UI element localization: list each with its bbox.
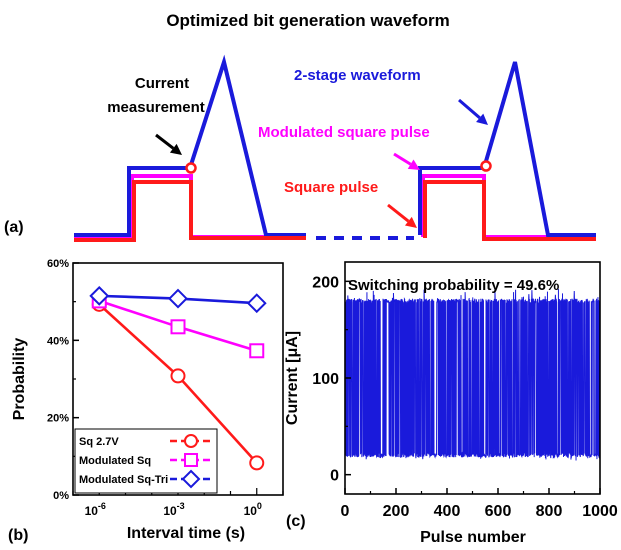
b-ytick-label-3: 60%	[47, 258, 69, 270]
arrow-current-measurement-shaft	[155, 133, 175, 150]
figure-title: Optimized bit generation waveform	[166, 11, 449, 30]
b-point-1-2	[249, 343, 265, 359]
panel-label-c: (c)	[286, 513, 306, 530]
b-ytick-label-1: 20%	[47, 413, 69, 425]
b-legend-marker-2	[181, 469, 201, 489]
b-xtick-label-1: 10-3	[163, 501, 184, 518]
panel-c: 0 100 200 0 200 400 600 800 1000 Switching proba…	[284, 261, 618, 546]
c-xtick-label-3: 600	[485, 503, 512, 520]
panel-c-ylabel: Current [μA]	[284, 331, 301, 425]
arrow-two-stage	[458, 98, 488, 125]
panel-c-trace	[345, 288, 600, 461]
arrow-modulated	[393, 152, 420, 170]
arrow-square-shaft	[387, 203, 410, 223]
arrow-two-stage-head	[476, 113, 488, 125]
b-point-1-1	[170, 319, 186, 335]
panel-a-waveforms	[74, 54, 596, 242]
annotation-square: Square pulse	[284, 179, 378, 196]
b-point-2-2	[246, 293, 267, 314]
b-xtick-label-2: 100	[244, 501, 262, 518]
wave-square	[74, 180, 596, 242]
annotation-modulated: Modulated square pulse	[258, 124, 430, 141]
b-point-0-1	[170, 368, 186, 384]
b-legend-label-2: Modulated Sq-Tri	[79, 474, 168, 486]
b-point-2-1	[168, 288, 188, 309]
c-xtick-label-5: 1000	[582, 503, 618, 520]
b-point-2-0	[89, 285, 110, 306]
arrow-current-measurement-head	[169, 143, 182, 155]
annotation-current-line1: Current	[135, 75, 189, 92]
measurement-point-1	[185, 162, 197, 174]
panel-a-arrows	[155, 98, 488, 228]
panel-b-legend: Sq 2.7V Modulated Sq Modulated Sq-Tri	[74, 428, 218, 494]
annotation-current-line2: measurement	[107, 99, 205, 116]
panel-b-xlabel: Interval time (s)	[127, 525, 245, 542]
c-ytick-label-2: 200	[312, 274, 339, 291]
panel-c-xlabel: Pulse number	[420, 529, 526, 546]
panel-a: Current measurement 2-stage waveform Mod…	[4, 54, 596, 242]
panel-label-a: (a)	[4, 219, 24, 236]
arrow-modulated-shaft	[393, 152, 412, 166]
b-legend-label-1: Modulated Sq	[79, 455, 151, 467]
c-current-trace	[345, 288, 600, 461]
panel-b-legend-items: Sq 2.7V Modulated Sq Modulated Sq-Tri	[79, 434, 212, 489]
panel-b: 0% 20% 40% 60% 10-6 10-3 100 Sq 2.7V Modulated …	[8, 258, 284, 544]
b-ytick-label-0: 0%	[53, 490, 69, 502]
arrow-modulated-head	[407, 159, 420, 170]
b-xtick-label-0: 10-6	[85, 501, 106, 518]
c-xtick-label-0: 0	[341, 503, 350, 520]
b-legend-marker-0	[184, 434, 198, 448]
panel-b-series	[89, 285, 267, 471]
c-xtick-label-2: 400	[434, 503, 461, 520]
panel-b-ticks: 0% 20% 40% 60% 10-6 10-3 100	[47, 258, 284, 518]
arrow-current-measurement	[155, 133, 182, 155]
panel-c-annotation: Switching probability = 49.6%	[348, 277, 559, 294]
c-ytick-label-0: 0	[330, 468, 339, 485]
c-xtick-label-4: 800	[536, 503, 563, 520]
c-ytick-label-1: 100	[312, 371, 339, 388]
c-xtick-label-1: 200	[383, 503, 410, 520]
b-legend-marker-1	[184, 453, 198, 467]
measurement-point-2	[480, 160, 492, 172]
b-point-0-2	[249, 455, 265, 471]
arrow-square	[387, 203, 417, 228]
panel-c-ticks: 0 100 200 0 200 400 600 800 1000	[312, 274, 618, 520]
arrow-two-stage-shaft	[458, 98, 481, 119]
b-legend-label-0: Sq 2.7V	[79, 436, 119, 448]
arrow-square-head	[404, 216, 417, 228]
b-ytick-label-2: 40%	[47, 335, 69, 347]
annotation-two-stage: 2-stage waveform	[294, 67, 421, 84]
panel-label-b: (b)	[8, 527, 28, 544]
panel-b-ylabel: Probability	[11, 338, 28, 421]
